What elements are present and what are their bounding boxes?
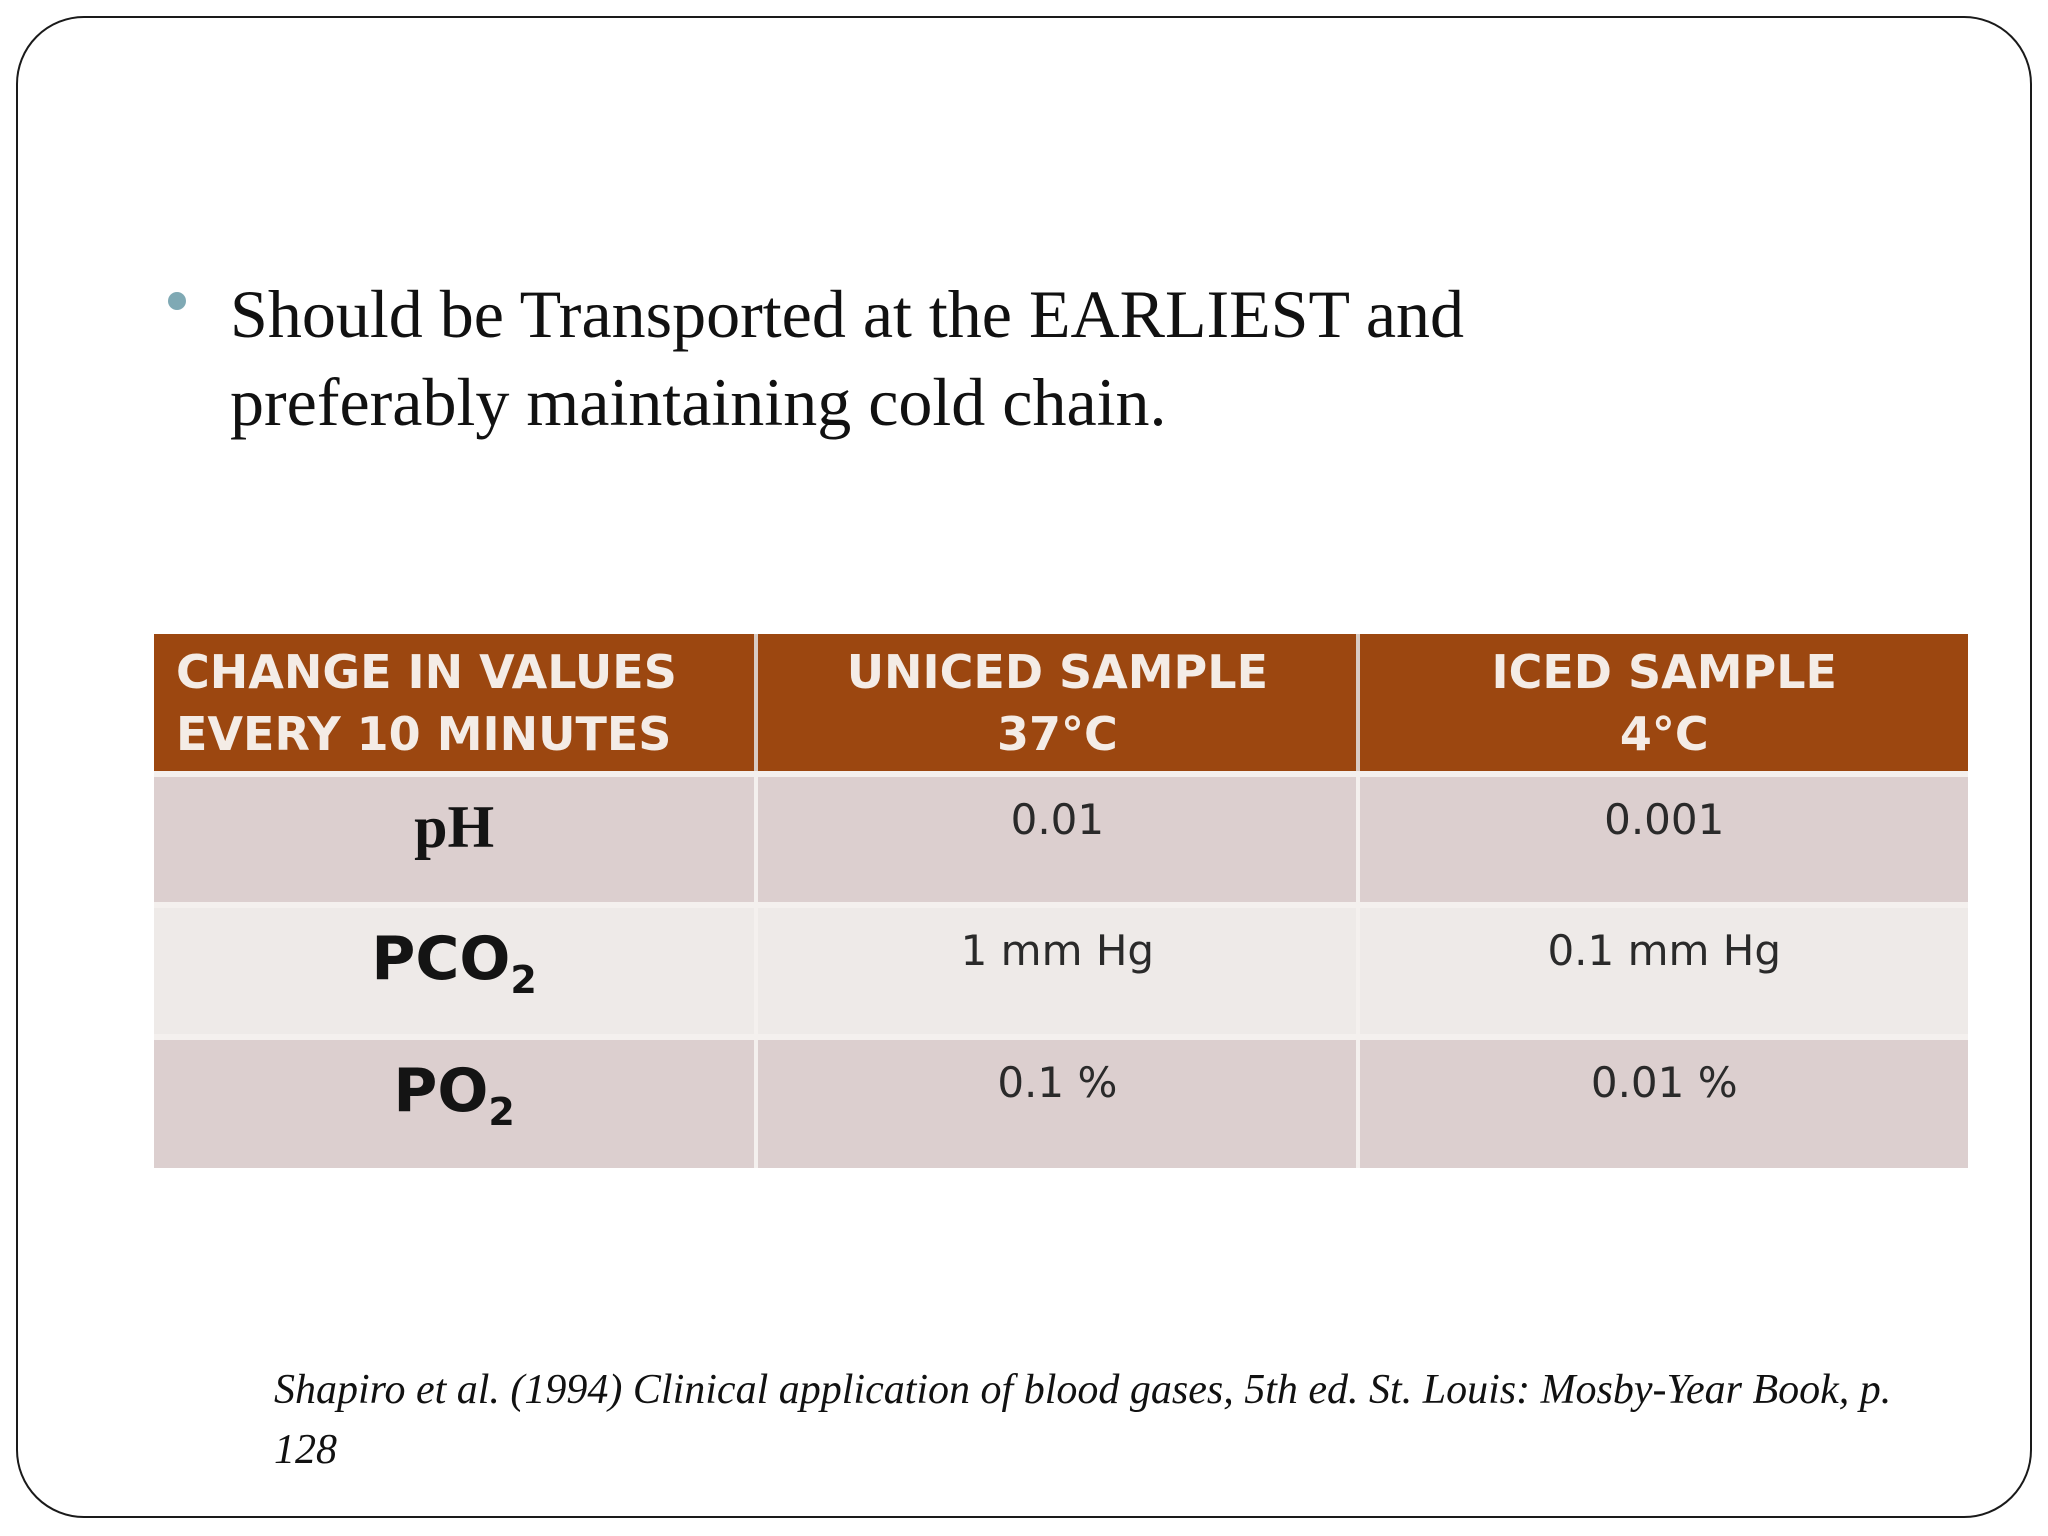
bullet-text: Should be Transported at the EARLIEST an…	[230, 276, 1464, 440]
param-cell: PCO2	[154, 902, 759, 1037]
table-header-row: CHANGE IN VALUES EVERY 10 MINUTES UNICED…	[154, 634, 1968, 774]
bullet-dot-icon	[168, 292, 186, 310]
header-line: ICED SAMPLE	[1491, 644, 1837, 699]
iced-value: 0.01 %	[1358, 1033, 1968, 1168]
header-line: UNICED SAMPLE	[846, 644, 1268, 699]
param-label: PO	[393, 1055, 489, 1126]
table-row: PCO2 1 mm Hg 0.1 mm Hg	[154, 902, 1968, 1037]
iced-value: 0.001	[1358, 770, 1968, 906]
iced-value: 0.1 mm Hg	[1358, 902, 1968, 1037]
param-label: PCO	[371, 924, 511, 995]
param-subscript: 2	[510, 958, 537, 1003]
uniced-value: 1 mm Hg	[756, 902, 1361, 1037]
uniced-value: 0.1 %	[756, 1033, 1361, 1168]
header-change-in-values: CHANGE IN VALUES EVERY 10 MINUTES	[154, 634, 759, 774]
param-label: pH	[414, 794, 495, 860]
table-row: pH 0.01 0.001	[154, 770, 1968, 906]
header-line: 4°C	[1619, 706, 1709, 761]
header-line: EVERY 10 MINUTES	[176, 706, 672, 761]
header-uniced-sample: UNICED SAMPLE 37°C	[756, 634, 1361, 774]
header-line: 37°C	[996, 706, 1118, 761]
header-line: CHANGE IN VALUES	[176, 644, 677, 699]
slide-frame: Should be Transported at the EARLIEST an…	[16, 16, 2032, 1518]
data-table: CHANGE IN VALUES EVERY 10 MINUTES UNICED…	[154, 634, 1968, 1168]
param-subscript: 2	[488, 1089, 515, 1134]
header-iced-sample: ICED SAMPLE 4°C	[1358, 634, 1968, 774]
table-row: PO2 0.1 % 0.01 %	[154, 1033, 1968, 1168]
citation: Shapiro et al. (1994) Clinical applicati…	[274, 1367, 1892, 1473]
blood-gas-table: CHANGE IN VALUES EVERY 10 MINUTES UNICED…	[154, 634, 1968, 1168]
uniced-value: 0.01	[756, 770, 1361, 906]
param-cell: PO2	[154, 1033, 759, 1168]
param-cell: pH	[154, 770, 759, 906]
